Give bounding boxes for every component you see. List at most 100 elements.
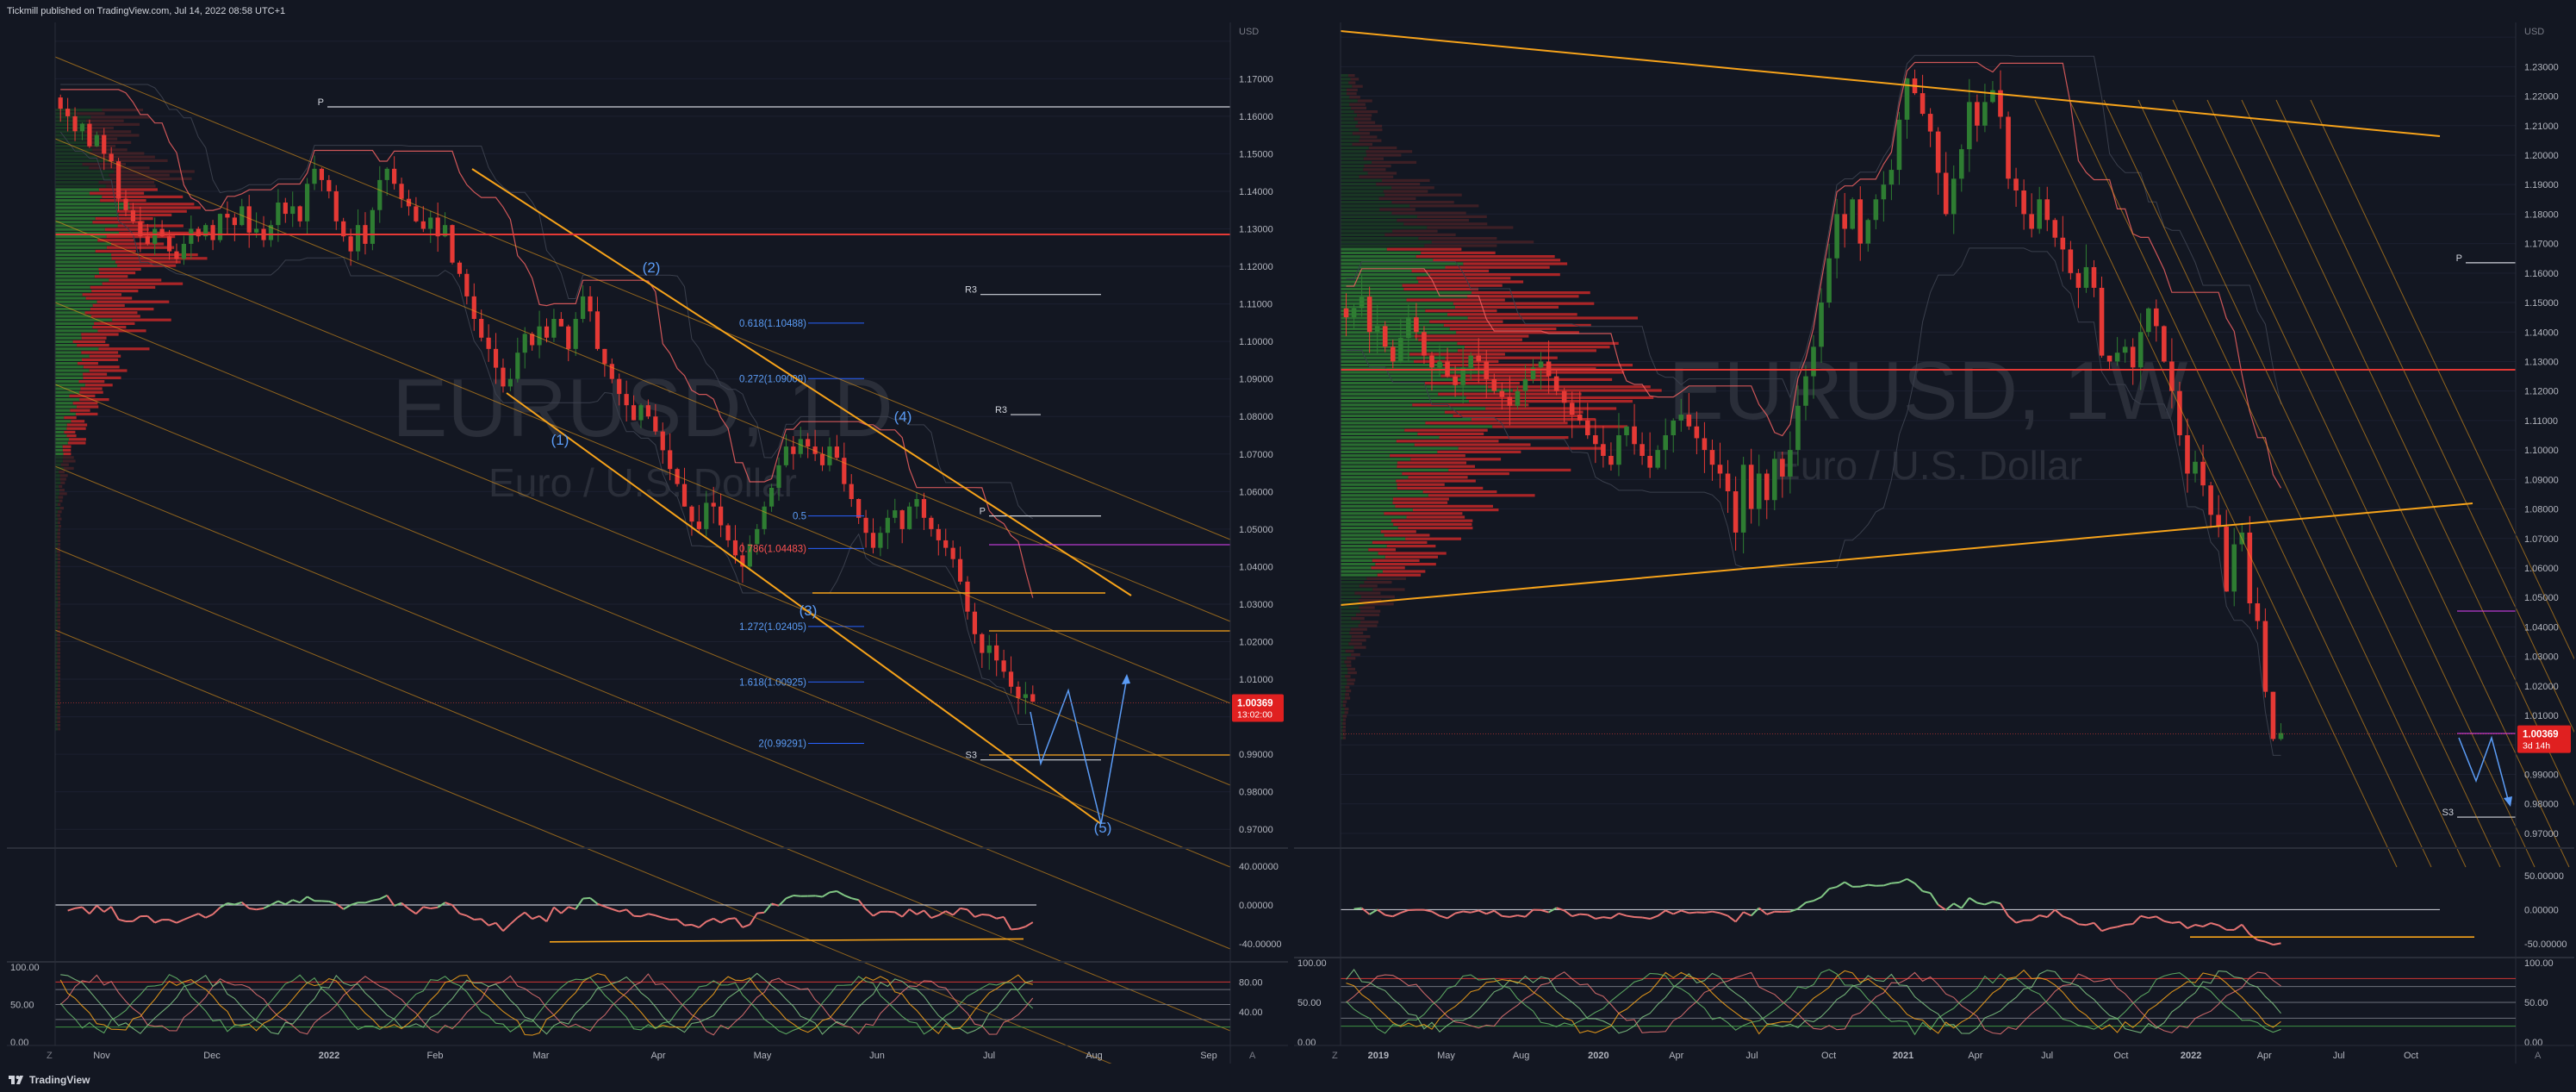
osc1-segment [960,907,968,911]
volume-profile-bar [1341,454,1391,458]
volume-profile-bar [1391,186,1434,190]
candle-body [1904,78,1910,120]
volume-profile-bar [1341,552,1378,555]
osc1-segment [2171,920,2181,924]
volume-profile-bar [57,706,60,709]
volume-profile-bar [55,427,67,430]
triangle-lower-line [1340,502,2473,606]
volume-profile-bar [1392,497,1449,501]
volume-profile-bar [1358,121,1376,124]
osc1-segment [691,923,700,929]
volume-profile-bar [1341,653,1352,657]
price-tick-label: 1.22000 [2524,92,2559,103]
volume-profile-bar [1341,613,1356,616]
candle-body [2169,361,2175,391]
osc1-segment [335,902,345,910]
volume-profile-bar [62,445,72,448]
osc1-segment [96,905,105,913]
candle-body [573,319,578,349]
volume-profile-bar [1416,215,1487,218]
volume-profile-bar [1341,678,1347,682]
volume-profile-bar [1350,627,1367,631]
osc1-segment [2218,924,2227,931]
osc1-segment [1992,901,2001,905]
volume-profile-bar [90,115,150,119]
volume-profile-bar [1341,251,1422,254]
volume-profile-bar [1341,458,1411,461]
osc1-segment [2273,942,2281,946]
channel-line [54,220,1231,704]
volume-profile-bar [1463,262,1568,265]
volume-profile-bar [58,680,60,683]
candle-body [1935,131,1941,173]
volume-profile-bar [1341,479,1397,483]
chart-eurusd-1d-svg[interactable]: EURUSD, 1DEuro / U.S. DollarPR3R3PS30.61… [7,22,1288,1064]
price-tick-label: 1.03000 [2524,652,2559,663]
candle-body [1740,465,1746,533]
volume-profile-bar [55,358,82,361]
volume-profile-bar [55,706,58,709]
volume-profile-bar [1345,696,1351,700]
candle-body [2200,461,2206,486]
volume-profile-bar [1341,96,1350,99]
volume-profile-bar [1396,479,1476,483]
volume-profile-bar [92,148,128,152]
osc1-segment [1564,909,1573,917]
volume-profile-bar [1382,570,1426,573]
volume-profile-bar [55,448,63,452]
candle-body [2270,691,2276,739]
volume-profile-bar [66,427,86,430]
volume-profile-bar [117,264,177,267]
volume-profile-bar [1342,703,1346,707]
channel-line [54,465,1231,950]
volume-profile-bar [55,539,58,542]
chart-panel-eurusd-1w[interactable]: EURUSD, 1W Euro / U.S. Dollar P S3 USD 1.2300… [1294,22,2574,1064]
volume-profile-bar [1341,259,1434,262]
candle-body [1881,184,1887,200]
volume-profile-bar [55,336,82,340]
volume-profile-bar [55,416,65,420]
volume-profile-bar [57,590,60,593]
volume-profile-bar [1341,624,1359,627]
volume-profile-bar [55,459,63,463]
volume-profile-bar [58,543,60,546]
volume-profile-bar [1454,305,1559,309]
candle-body [130,209,136,222]
candle-body [2224,527,2229,592]
volume-profile-bar [55,235,107,239]
volume-profile-bar [1342,718,1346,721]
volume-profile-bar [1416,255,1555,259]
volume-profile-bar [1443,323,1591,327]
volume-profile-bar [80,387,103,390]
volume-profile-bar [1406,515,1465,519]
candle-body [2114,353,2120,362]
volume-profile-bar [98,188,158,191]
envelope-lower [59,131,1033,725]
pivot-label: P [2456,253,2462,264]
volume-profile-bar [1341,142,1353,146]
osc1-segment [712,917,722,924]
candle-body [1608,455,1614,465]
osc1-segment [619,908,627,913]
volume-profile-bar [55,586,58,590]
candle-body [755,528,760,545]
chart-panel-eurusd-1d[interactable]: EURUSD, 1DEuro / U.S. DollarPR3R3PS30.61… [7,22,1288,1064]
volume-profile-bar [1417,432,1484,435]
volume-profile-bar [57,637,60,640]
volume-profile-bar [1341,190,1384,193]
osc1-segment [1844,881,1853,888]
volume-profile-bar [55,326,93,329]
candle-body [936,528,941,540]
volume-profile-bar [1341,247,1387,251]
volume-profile-bar [92,326,127,329]
volume-profile-bar [1341,591,1355,595]
candle-body [2068,249,2074,273]
candle-body [87,123,92,147]
volume-profile-bar [1341,461,1397,465]
chart-eurusd-1w-svg[interactable]: EURUSD, 1W Euro / U.S. Dollar P S3 USD 1.2300… [1294,22,2574,1064]
volume-profile-bar [1348,642,1362,646]
volume-profile-bar [55,134,90,137]
osc1-segment [1672,909,1682,915]
candle-body [1873,199,1879,221]
osc1-segment [625,908,635,917]
